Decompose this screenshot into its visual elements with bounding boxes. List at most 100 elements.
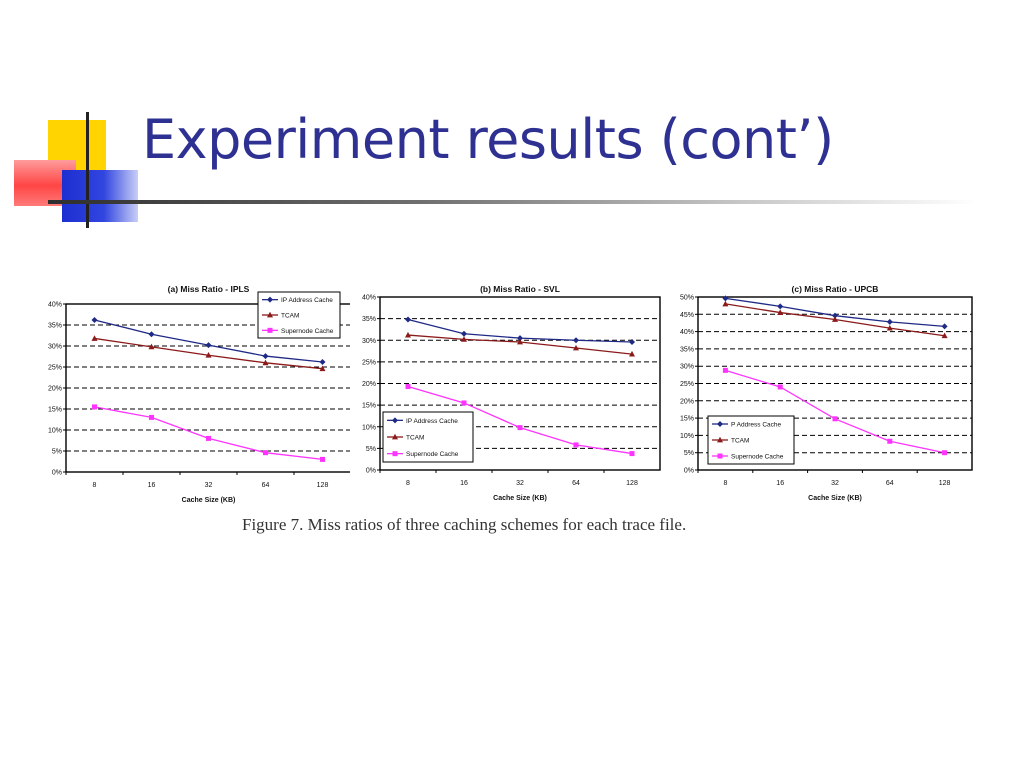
legend-label: IP Address Cache xyxy=(406,418,458,425)
x-tick-label: 64 xyxy=(262,482,270,489)
legend-swatch-marker xyxy=(717,436,723,443)
data-point xyxy=(91,316,98,323)
data-point xyxy=(461,330,467,337)
y-tick-label: 35% xyxy=(48,323,62,330)
x-tick-label: 16 xyxy=(776,480,784,487)
y-tick-label: 40% xyxy=(680,329,694,336)
legend-swatch-marker xyxy=(392,417,398,424)
y-tick-label: 40% xyxy=(48,302,62,309)
data-point xyxy=(941,323,948,330)
data-point xyxy=(91,335,98,341)
x-tick-label: 8 xyxy=(93,482,97,489)
data-point xyxy=(405,316,411,323)
y-tick-label: 20% xyxy=(48,386,62,393)
data-point xyxy=(461,400,467,406)
data-point xyxy=(777,384,783,390)
data-point xyxy=(832,416,838,422)
data-point xyxy=(832,316,838,322)
title-underline xyxy=(48,200,978,204)
data-point xyxy=(262,359,269,366)
data-point xyxy=(629,350,635,357)
y-tick-label: 30% xyxy=(48,344,62,351)
chart-title: (c) Miss Ratio - UPCB xyxy=(792,284,879,294)
y-tick-label: 25% xyxy=(680,381,694,388)
y-tick-label: 10% xyxy=(680,433,694,440)
legend-label: TCAM xyxy=(731,438,749,445)
data-point xyxy=(777,309,784,315)
chart-svl: (b) Miss Ratio - SVL 0% 5% 10% 15% 20% 25% 30% 3… xyxy=(362,284,661,502)
data-point xyxy=(262,353,269,360)
data-point xyxy=(206,435,211,441)
data-point xyxy=(461,336,467,342)
data-point xyxy=(205,352,212,358)
data-point xyxy=(942,450,948,456)
data-point xyxy=(573,344,579,351)
data-point xyxy=(886,318,893,325)
data-point xyxy=(573,337,579,344)
data-point xyxy=(573,442,579,448)
y-tick-label: 5% xyxy=(684,450,694,457)
data-point xyxy=(320,456,325,462)
x-tick-label: 8 xyxy=(406,480,410,487)
legend-swatch-marker xyxy=(717,421,723,427)
x-tick-label: 32 xyxy=(516,480,524,487)
y-tick-label: 20% xyxy=(362,381,376,388)
figure-caption: Figure 7. Miss ratios of three caching s… xyxy=(242,515,687,534)
x-axis-label: Cache Size (KB) xyxy=(182,497,236,504)
data-point xyxy=(149,414,154,420)
data-point xyxy=(405,384,411,390)
chart-panel-svl: (b) Miss Ratio - SVL 0% 5% 10% 15% 20% 25% 30% 3… xyxy=(345,270,670,510)
y-tick-label: 10% xyxy=(362,424,376,431)
x-tick-label: 128 xyxy=(317,482,329,489)
data-point xyxy=(941,332,948,339)
chart-title: (a) Miss Ratio - IPLS xyxy=(168,284,250,294)
legend-swatch-marker xyxy=(267,311,273,318)
data-point xyxy=(886,324,893,331)
x-tick-label: 16 xyxy=(148,482,156,489)
y-tick-label: 5% xyxy=(366,446,376,453)
y-tick-label: 35% xyxy=(362,316,376,323)
legend-swatch-marker xyxy=(392,451,398,457)
slide-title: Experiment results (cont’) xyxy=(142,108,834,171)
legend-label: IP Address Cache xyxy=(281,297,333,304)
y-tick-label: 15% xyxy=(362,403,376,410)
chart-title: (b) Miss Ratio - SVL xyxy=(480,284,560,294)
legend-label: TCAM xyxy=(406,435,424,442)
legend-swatch-marker xyxy=(267,327,273,333)
data-point xyxy=(722,367,728,373)
x-tick-label: 32 xyxy=(831,480,839,487)
data-point xyxy=(148,343,155,350)
y-tick-label: 30% xyxy=(680,364,694,371)
x-tick-label: 128 xyxy=(939,480,951,487)
chart-panel-upcb: (c) Miss Ratio - UPCB 0% 5% 10% 15% 20% 25% 30%… xyxy=(670,270,985,510)
x-tick-label: 16 xyxy=(460,480,468,487)
y-tick-label: 0% xyxy=(52,470,62,477)
legend-swatch-marker xyxy=(717,453,723,459)
data-point xyxy=(887,438,893,444)
data-point xyxy=(832,312,838,319)
data-point xyxy=(722,295,729,302)
y-tick-label: 35% xyxy=(680,346,694,353)
data-point xyxy=(319,358,326,365)
y-tick-label: 50% xyxy=(680,295,694,302)
x-axis-label: Cache Size (KB) xyxy=(808,495,862,502)
x-axis-label: Cache Size (KB) xyxy=(493,495,547,502)
x-tick-label: 64 xyxy=(572,480,580,487)
data-point xyxy=(517,338,523,345)
data-point xyxy=(629,338,635,345)
data-point xyxy=(405,331,411,338)
data-point xyxy=(319,365,326,372)
x-tick-label: 64 xyxy=(886,480,894,487)
data-point xyxy=(517,425,523,431)
data-point xyxy=(92,404,97,410)
x-tick-label: 32 xyxy=(205,482,213,489)
chart-upcb: (c) Miss Ratio - UPCB 0% 5% 10% 15% 20% 25% 30%… xyxy=(680,284,973,502)
legend-label: Supernode Cache xyxy=(281,328,334,335)
y-tick-label: 5% xyxy=(52,449,62,456)
y-tick-label: 15% xyxy=(48,407,62,414)
y-tick-label: 45% xyxy=(680,312,694,319)
y-tick-label: 25% xyxy=(362,359,376,366)
y-tick-label: 20% xyxy=(680,398,694,405)
data-point xyxy=(629,451,635,457)
y-tick-label: 15% xyxy=(680,416,694,423)
